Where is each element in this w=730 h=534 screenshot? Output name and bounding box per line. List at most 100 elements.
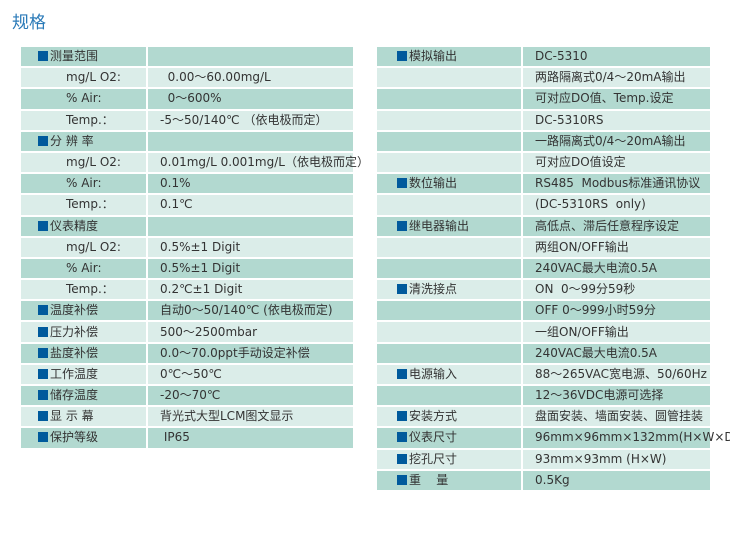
spec-label: 模拟输出 <box>409 49 458 64</box>
square-bullet-icon <box>397 51 407 62</box>
spec-label-cell: 仪表尺寸 <box>377 427 523 450</box>
spec-label: 工作温度 <box>50 366 99 381</box>
spec-label-cell: 清洗接点 <box>377 279 523 302</box>
spec-value: 93mm×93mm (H×W) <box>522 448 710 471</box>
spec-value: 一路隔离式0/4～20mA输出 <box>522 130 710 153</box>
spec-label: 仪表尺寸 <box>409 430 458 445</box>
spec-label: % Air: <box>66 176 102 191</box>
spec-label: 压力补偿 <box>50 324 99 339</box>
spec-label: 温度补偿 <box>50 303 99 318</box>
spec-value: 0～600% <box>147 88 353 111</box>
spec-value: 240VAC最大电流0.5A <box>522 342 710 365</box>
spec-value <box>147 215 353 238</box>
spec-value: 0℃～50℃ <box>147 363 353 387</box>
spec-label-cell: mg/L O2: <box>21 236 148 259</box>
spec-row: 清洗接点 ON 0～99分59秒 <box>377 279 710 302</box>
spec-row: OFF 0～999小时59分 <box>377 300 710 323</box>
square-bullet-icon <box>38 347 48 358</box>
spec-value: IP65 <box>147 427 353 450</box>
section-title: 规格 <box>12 13 46 33</box>
spec-label: 储存温度 <box>50 388 99 403</box>
spec-row: mg/L O2: 0.01mg/L 0.001mg/L（依电极而定） <box>21 151 369 175</box>
spec-label: mg/L O2: <box>66 239 121 254</box>
spec-value: 0.00～60.00mg/L <box>147 67 353 90</box>
spec-row: 仪表尺寸 96mm×96mm×132mm(H×W×D) <box>377 427 730 450</box>
spec-label-cell: % Air: <box>21 88 148 111</box>
spec-row: mg/L O2: 0.00～60.00mg/L <box>21 67 353 90</box>
spec-label: 挖孔尺寸 <box>409 451 458 466</box>
spec-value: 0.2℃±1 Digit <box>147 279 353 302</box>
spec-label: 重 量 <box>409 472 449 487</box>
spec-label: Temp.： <box>66 112 114 127</box>
square-bullet-icon <box>38 305 48 316</box>
spec-table-left: 测量范围 mg/L O2: 0.00～60.00mg/L% Air: 0～600%… <box>21 47 369 450</box>
spec-row: DC-5310RS <box>377 109 710 132</box>
spec-row: (DC-5310RS only) <box>377 194 710 217</box>
spec-value: 高低点、滞后任意程序设定 <box>522 215 710 238</box>
spec-label-cell <box>377 109 523 132</box>
spec-row: 挖孔尺寸 93mm×93mm (H×W) <box>377 448 710 471</box>
spec-value: 0.5%±1 Digit <box>147 257 353 281</box>
spec-value: 0.5Kg <box>522 469 710 492</box>
spec-label-cell: mg/L O2: <box>21 67 148 90</box>
spec-label: % Air: <box>66 260 102 275</box>
square-bullet-icon <box>397 474 407 485</box>
spec-label: 继电器输出 <box>409 218 470 233</box>
square-bullet-icon <box>38 432 48 443</box>
spec-value: DC-5310RS <box>522 109 710 132</box>
spec-row: 压力补偿 500～2500mbar <box>21 321 353 344</box>
spec-value: 两组ON/OFF输出 <box>522 236 710 259</box>
spec-value: 12～36VDC电源可选择 <box>522 385 710 408</box>
square-bullet-icon <box>397 178 407 189</box>
spec-value: 0.1% <box>147 173 353 196</box>
spec-label: 保护等级 <box>50 430 99 445</box>
square-bullet-icon <box>397 453 407 464</box>
spec-label-cell: 温度补偿 <box>21 300 148 323</box>
spec-value: 背光式大型LCM图文显示 <box>147 406 353 429</box>
spec-value: 一组ON/OFF输出 <box>522 321 710 344</box>
spec-label: mg/L O2: <box>66 155 121 170</box>
square-bullet-icon <box>38 326 48 337</box>
spec-value: 240VAC最大电流0.5A <box>522 257 710 281</box>
spec-label-cell: Temp.： <box>21 109 148 132</box>
spec-row: 储存温度 -20～70℃ <box>21 385 353 408</box>
spec-label: % Air: <box>66 91 102 106</box>
spec-row: 240VAC最大电流0.5A <box>377 257 710 281</box>
spec-label-cell <box>377 194 523 217</box>
spec-value: 0.0～70.0ppt手动设定补偿 <box>147 342 353 365</box>
spec-row: 模拟输出 DC-5310 <box>377 47 710 69</box>
spec-value: DC-5310 <box>522 47 710 69</box>
spec-label-cell: 盐度补偿 <box>21 342 148 365</box>
spec-label-cell: % Air: <box>21 173 148 196</box>
spec-value: ON 0～99分59秒 <box>522 279 710 302</box>
spec-label: 盐度补偿 <box>50 345 99 360</box>
spec-label-cell: 仪表精度 <box>21 215 148 238</box>
spec-row: 两路隔离式0/4～20mA输出 <box>377 67 710 90</box>
spec-value: -5～50/140℃ （依电极而定） <box>147 109 353 132</box>
spec-row: % Air: 0.5%±1 Digit <box>21 257 353 281</box>
spec-row: 可对应DO值、Temp.设定 <box>377 88 710 111</box>
spec-label: 仪表精度 <box>50 218 99 233</box>
square-bullet-icon <box>38 390 48 401</box>
square-bullet-icon <box>397 284 407 295</box>
spec-row: 12～36VDC电源可选择 <box>377 385 710 408</box>
spec-label-cell: Temp.： <box>21 194 148 217</box>
spec-value: 盘面安装、墙面安装、圆管挂装 <box>522 406 710 429</box>
square-bullet-icon <box>38 135 48 146</box>
spec-label-cell: mg/L O2: <box>21 151 148 175</box>
spec-value: 自动0～50/140℃ (依电极而定) <box>147 300 353 323</box>
spec-row: 工作温度 0℃～50℃ <box>21 363 353 387</box>
spec-label-cell: 压力补偿 <box>21 321 148 344</box>
spec-row: 仪表精度 <box>21 215 353 238</box>
spec-row: 保护等级 IP65 <box>21 427 353 450</box>
spec-label-cell: 储存温度 <box>21 385 148 408</box>
spec-label-cell <box>377 300 523 323</box>
spec-value: 500～2500mbar <box>147 321 353 344</box>
spec-row: 温度补偿 自动0～50/140℃ (依电极而定) <box>21 300 353 323</box>
spec-row: 可对应DO值设定 <box>377 151 710 175</box>
spec-row: 两组ON/OFF输出 <box>377 236 710 259</box>
square-bullet-icon <box>38 51 48 62</box>
square-bullet-icon <box>38 368 48 379</box>
spec-row: 盐度补偿 0.0～70.0ppt手动设定补偿 <box>21 342 353 365</box>
spec-label-cell <box>377 236 523 259</box>
